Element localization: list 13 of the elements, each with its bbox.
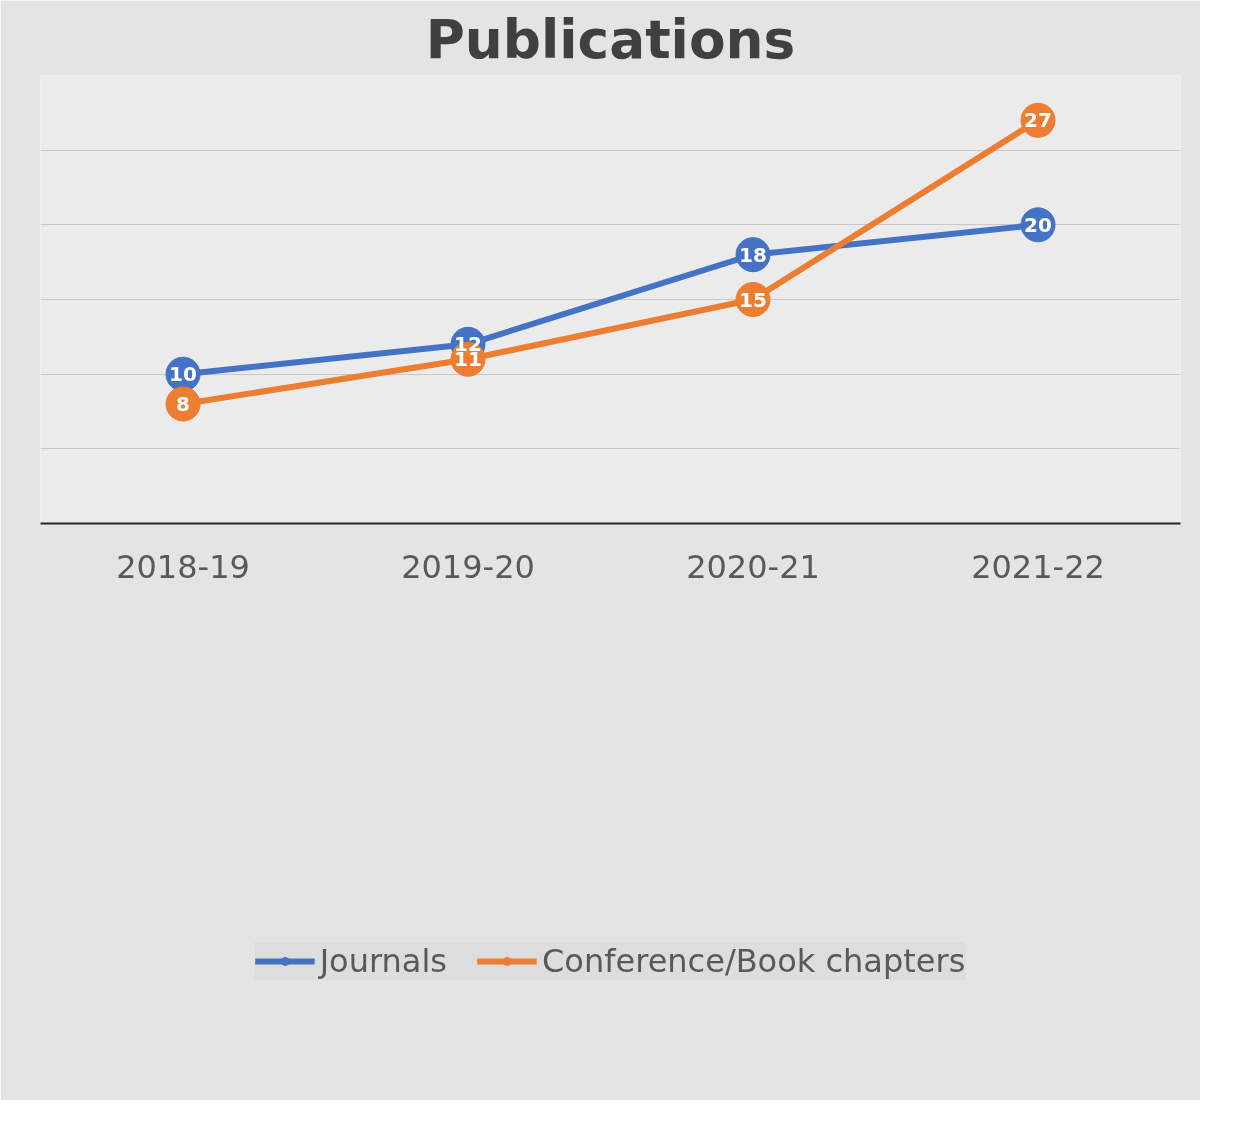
data-label: 8 bbox=[176, 392, 190, 417]
x-tick-label: 2018-19 bbox=[116, 547, 250, 586]
x-tick-label: 2020-21 bbox=[686, 547, 820, 586]
data-label: 10 bbox=[169, 362, 197, 387]
chart-title: Publications bbox=[425, 7, 796, 71]
data-label: 15 bbox=[739, 287, 767, 312]
data-label: 20 bbox=[1024, 212, 1052, 237]
x-tick-label: 2021-22 bbox=[971, 547, 1105, 586]
data-label: 27 bbox=[1024, 108, 1052, 133]
legend-label: Journals bbox=[319, 941, 448, 980]
legend-label: Conference/Book chapters bbox=[542, 941, 966, 980]
x-tick-label: 2019-20 bbox=[401, 547, 535, 586]
data-label: 18 bbox=[739, 242, 767, 267]
